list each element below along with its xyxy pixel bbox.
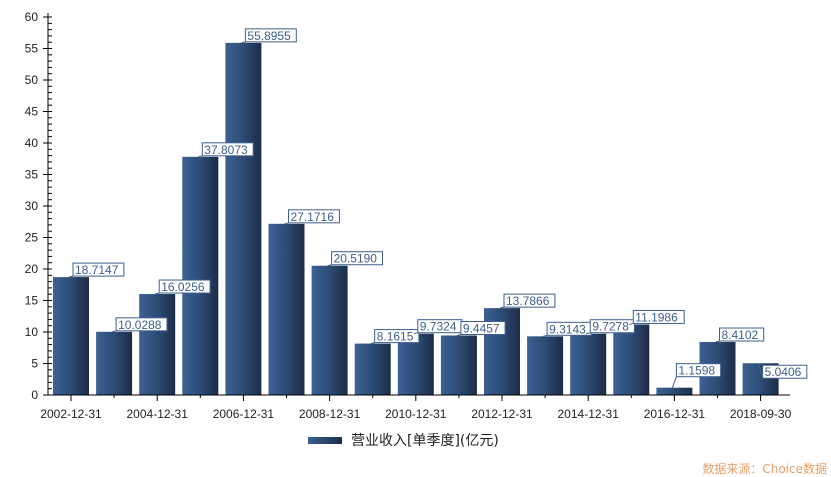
y-tick-label: 55 xyxy=(25,42,39,56)
x-tick-label: 2016-12-31 xyxy=(644,407,706,421)
bar[interactable] xyxy=(182,156,219,395)
bar[interactable] xyxy=(656,387,693,395)
y-tick-label: 35 xyxy=(25,168,39,182)
svg-text:8.1615: 8.1615 xyxy=(377,330,414,344)
y-tick-label: 60 xyxy=(25,10,39,24)
data-label: 8.4102 xyxy=(715,327,765,343)
svg-text:8.4102: 8.4102 xyxy=(722,328,759,342)
bar[interactable] xyxy=(440,335,477,395)
bar[interactable] xyxy=(53,277,89,395)
bar[interactable] xyxy=(354,343,391,395)
data-label: 9.4457 xyxy=(456,320,506,336)
svg-text:9.4457: 9.4457 xyxy=(463,321,500,335)
bar[interactable] xyxy=(570,333,607,395)
y-tick-label: 25 xyxy=(25,231,39,245)
data-label: 20.5190 xyxy=(327,251,384,267)
data-label: 1.1598 xyxy=(671,363,722,388)
x-tick-label: 2008-12-31 xyxy=(299,407,361,421)
legend: 营业收入[单季度](亿元) xyxy=(308,430,499,450)
y-tick-label: 0 xyxy=(31,388,38,402)
svg-text:10.0288: 10.0288 xyxy=(118,318,162,332)
svg-text:18.7147: 18.7147 xyxy=(75,263,119,277)
legend-swatch xyxy=(308,436,342,444)
y-tick-label: 40 xyxy=(25,136,39,150)
bar[interactable] xyxy=(268,223,305,395)
svg-text:1.1598: 1.1598 xyxy=(678,364,715,378)
bar[interactable] xyxy=(527,336,564,395)
y-tick-label: 10 xyxy=(25,325,39,339)
data-labels: 18.7147 10.0288 16.0256 37.8073 55.8955 27.17… xyxy=(68,28,808,388)
bar[interactable] xyxy=(311,265,348,395)
bars xyxy=(53,42,779,396)
data-label: 10.0288 xyxy=(111,317,168,333)
svg-text:27.1716: 27.1716 xyxy=(291,210,335,224)
x-tick-label: 2010-12-31 xyxy=(385,407,447,421)
y-axis: 0 5 10 15 20 25 30 35 40 45 50 55 60 xyxy=(25,10,52,402)
data-label: 13.7866 xyxy=(499,293,556,309)
data-label: 11.1986 xyxy=(629,309,685,325)
x-tick-label: 2014-12-31 xyxy=(558,407,620,421)
data-source: 数据来源：Choice数据 xyxy=(702,462,827,476)
svg-text:9.7324: 9.7324 xyxy=(420,320,457,334)
x-tick-label: 2012-12-31 xyxy=(471,407,533,421)
data-label: 5.0406 xyxy=(758,363,808,379)
data-label: 9.7278 xyxy=(586,319,635,335)
data-label: 8.1615 xyxy=(370,329,420,345)
y-tick-label: 15 xyxy=(25,294,39,308)
svg-text:13.7866: 13.7866 xyxy=(506,294,550,308)
x-tick-label: 2018-09-30 xyxy=(730,407,792,421)
svg-text:11.1986: 11.1986 xyxy=(635,310,678,324)
data-label: 27.1716 xyxy=(284,209,340,225)
svg-text:9.3143: 9.3143 xyxy=(549,322,586,336)
legend-label: 营业收入[单季度](亿元) xyxy=(351,433,499,449)
svg-text:16.0256: 16.0256 xyxy=(161,280,205,294)
data-label: 37.8073 xyxy=(198,142,254,158)
y-tick-label: 30 xyxy=(25,199,39,213)
y-tick-label: 20 xyxy=(25,262,39,276)
data-label: 16.0256 xyxy=(155,279,211,295)
svg-text:37.8073: 37.8073 xyxy=(204,143,248,157)
bar[interactable] xyxy=(225,42,262,396)
x-tick-label: 2006-12-31 xyxy=(213,407,275,421)
y-tick-label: 45 xyxy=(25,105,39,119)
y-tick-label: 50 xyxy=(25,73,39,87)
svg-text:55.8955: 55.8955 xyxy=(247,29,291,43)
x-tick-label: 2002-12-31 xyxy=(40,407,102,421)
bar[interactable] xyxy=(139,294,176,395)
x-tick-label: 2004-12-31 xyxy=(127,407,189,421)
x-axis: 2002-12-31 2004-12-31 2006-12-31 2008-12-31… xyxy=(40,394,792,421)
bar[interactable] xyxy=(397,333,434,395)
data-label: 9.3143 xyxy=(542,321,592,337)
svg-text:9.7278: 9.7278 xyxy=(592,320,629,334)
bar[interactable] xyxy=(96,331,133,395)
data-label: 18.7147 xyxy=(68,262,125,278)
y-tick-label: 5 xyxy=(31,357,38,371)
bar[interactable] xyxy=(613,324,650,395)
data-label: 55.8955 xyxy=(241,28,297,44)
data-label: 9.7324 xyxy=(413,319,463,335)
svg-text:5.0406: 5.0406 xyxy=(765,365,802,379)
svg-text:20.5190: 20.5190 xyxy=(334,252,378,266)
